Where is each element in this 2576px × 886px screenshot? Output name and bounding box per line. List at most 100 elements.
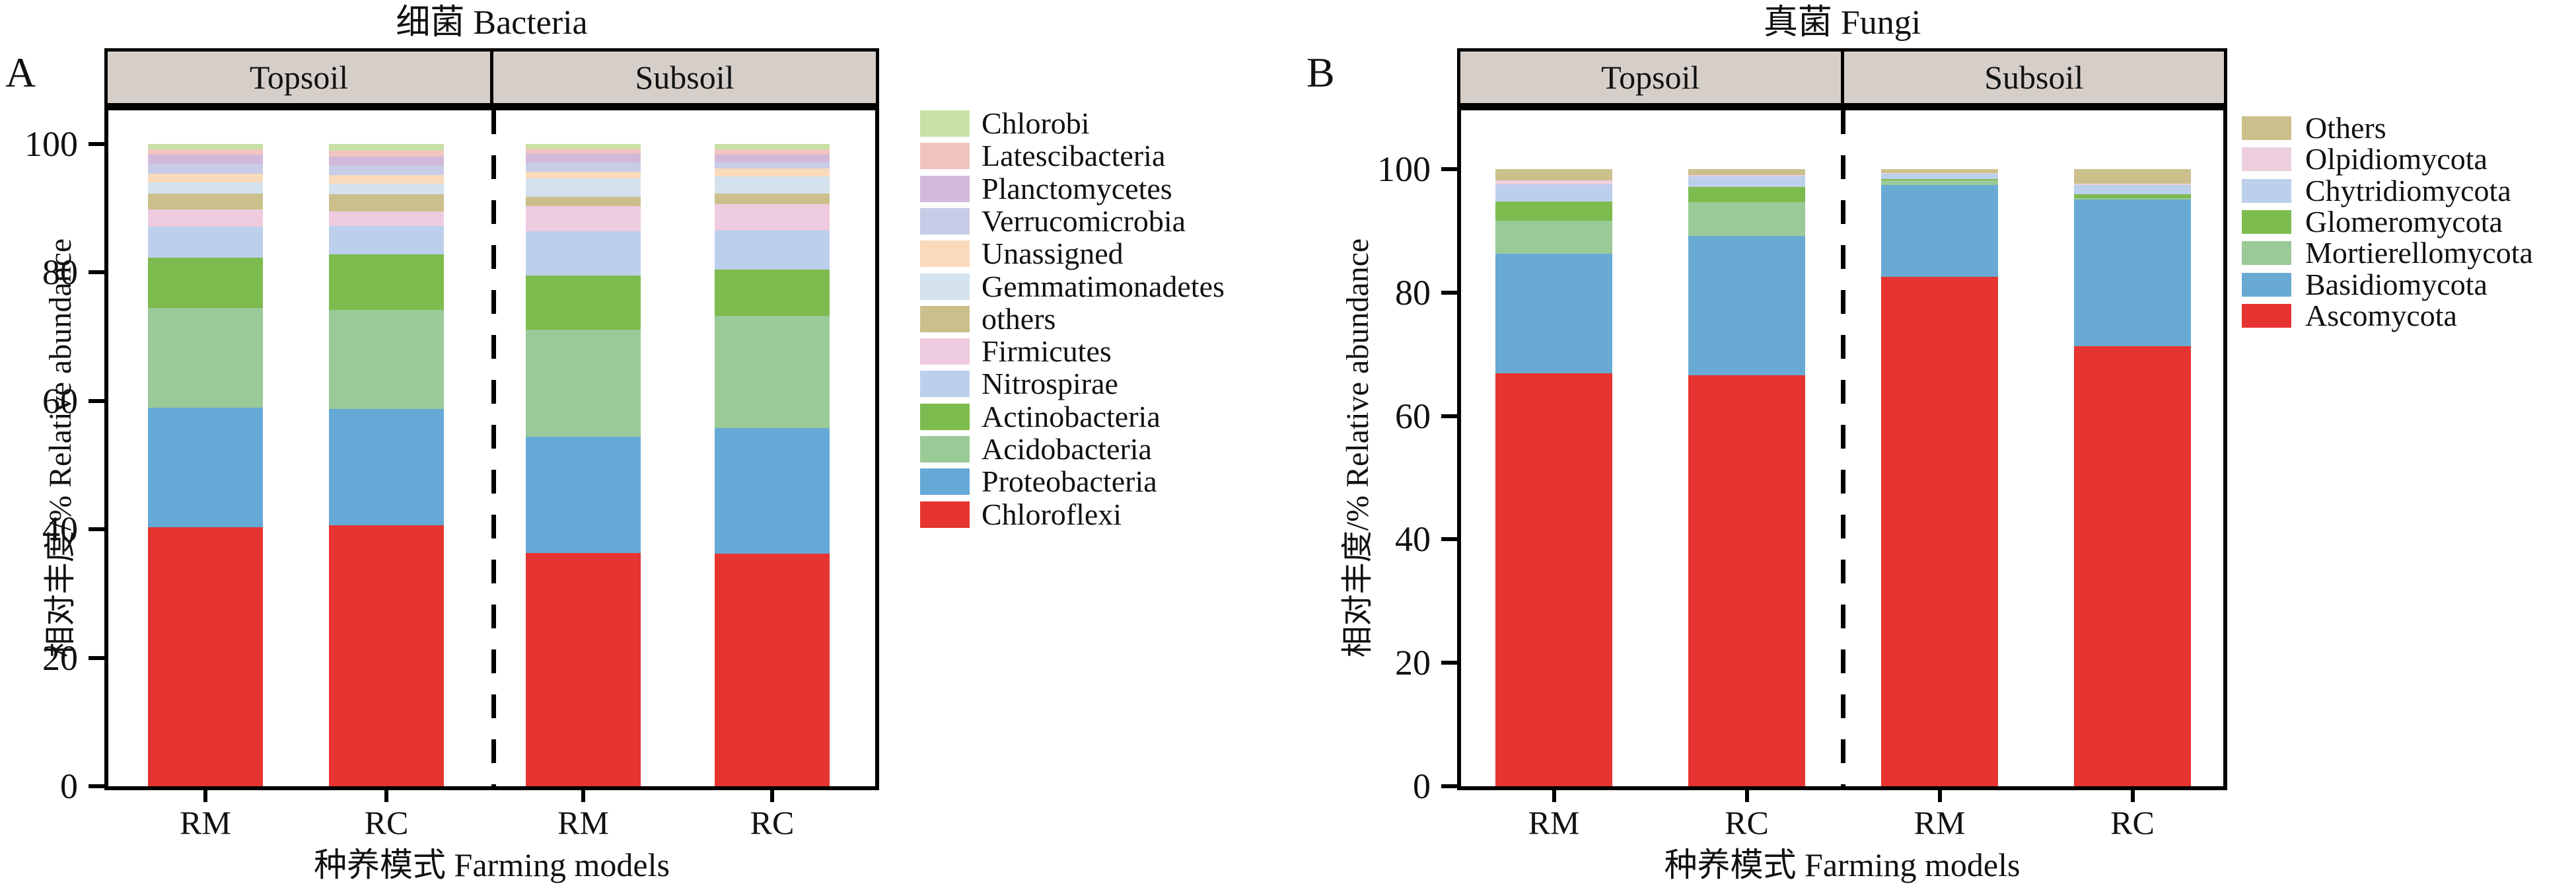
- bar-segment-Planctomycetes: [329, 156, 444, 166]
- bar-segment-Chloroflexi: [148, 527, 263, 786]
- legend-swatch-Chloroflexi: [920, 501, 970, 528]
- legend-label-Unassigned: Unassigned: [982, 237, 1124, 271]
- legend-swatch-Chlorobi: [920, 110, 970, 137]
- bar-segment-Chloroflexi: [329, 525, 444, 786]
- fungi-header-subsoil: Subsoil: [1984, 59, 2084, 96]
- y-tick-label-60: 60: [1395, 396, 1431, 436]
- fungi-x-axis-title: 种养模式 Farming models: [1664, 846, 2021, 883]
- legend-swatch-Ascomycota: [2242, 303, 2291, 328]
- bar-segment-Gemmatimonadetes: [329, 183, 444, 195]
- bar-segment-Proteobacteria: [526, 436, 641, 553]
- bar-segment-Ascomycota: [1881, 277, 1998, 786]
- legend-swatch-Firmicutes: [920, 338, 970, 365]
- y-tick-40: [89, 527, 104, 531]
- bar-segment-Latescibacteria: [148, 149, 263, 155]
- bar-segment-Others: [1881, 169, 1998, 173]
- panel-letter-b: B: [1306, 49, 1335, 96]
- bar-segment-Actinobacteria: [526, 275, 641, 330]
- legend-swatch-Chytridiomycota: [2242, 178, 2291, 203]
- x-tick-1: [1744, 790, 1749, 802]
- bar-segment-Chytridiomycota: [2074, 185, 2191, 195]
- bar-segment-Planctomycetes: [148, 155, 263, 164]
- bar-segment-Glomeromycota: [1881, 178, 1998, 180]
- y-tick-0: [1441, 784, 1457, 788]
- bar-segment-Others: [1688, 169, 1805, 176]
- bar-segment-Olpidiomycota: [1688, 175, 1805, 177]
- bar-segment-Chytridiomycota: [1495, 184, 1612, 202]
- bar-segment-Chloroflexi: [526, 552, 641, 786]
- y-tick-20: [89, 655, 104, 660]
- legend-label-Olpidiomycota: Olpidiomycota: [2305, 142, 2487, 176]
- legend-label-Mortierellomycota: Mortierellomycota: [2305, 236, 2533, 270]
- y-tick-label-0: 0: [1413, 766, 1431, 806]
- bar-segment-Latescibacteria: [526, 149, 641, 154]
- bar-segment-Proteobacteria: [329, 409, 444, 526]
- bar-segment-Gemmatimonadetes: [715, 176, 830, 194]
- x-category-label-0: RM: [180, 804, 231, 841]
- bar-segment-Gemmatimonadetes: [526, 178, 641, 198]
- x-tick-2: [581, 790, 585, 802]
- y-tick-label-100: 100: [24, 124, 78, 164]
- legend-label-Chytridiomycota: Chytridiomycota: [2305, 173, 2511, 207]
- y-tick-100: [1441, 167, 1457, 171]
- bar-segment-Basidiomycota: [1495, 253, 1612, 374]
- bar-segment-Chlorobi: [715, 143, 830, 150]
- legend-label-Chlorobi: Chlorobi: [982, 106, 1090, 140]
- legend-label-Chloroflexi: Chloroflexi: [982, 497, 1122, 531]
- legend-swatch-Basidiomycota: [2242, 272, 2291, 297]
- y-tick-label-20: 20: [42, 638, 78, 678]
- bacteria-header-band: Topsoil Subsoil: [104, 48, 879, 106]
- x-category-label-3: RC: [2110, 804, 2155, 841]
- x-category-label-1: RC: [364, 804, 409, 841]
- y-tick-60: [89, 398, 104, 403]
- y-tick-label-20: 20: [1395, 643, 1431, 683]
- x-tick-1: [384, 790, 388, 802]
- bar-segment-Chytridiomycota: [1881, 174, 1998, 179]
- bar-segment-Firmicutes: [526, 205, 641, 231]
- bar-segment-Glomeromycota: [2074, 194, 2191, 198]
- legend-label-Firmicutes: Firmicutes: [982, 334, 1112, 369]
- legend-swatch-Others: [2242, 116, 2291, 140]
- bar-segment-Ascomycota: [1495, 373, 1612, 786]
- bar-segment-Verrucomicrobia: [329, 165, 444, 176]
- legend-swatch-Latescibacteria: [920, 143, 970, 170]
- x-category-label-3: RC: [750, 804, 795, 841]
- bar-segment-others: [329, 194, 444, 211]
- bar-segment-Acidobacteria: [526, 329, 641, 437]
- bar-segment-Latescibacteria: [715, 149, 830, 155]
- fungi-header-topsoil: Topsoil: [1460, 52, 1844, 103]
- legend-swatch-Acidobacteria: [920, 436, 970, 462]
- bacteria-header-subsoil: Subsoil: [635, 59, 734, 96]
- bar-segment-Gemmatimonadetes: [148, 182, 263, 194]
- y-tick-label-100: 100: [1377, 149, 1431, 189]
- bar-segment-Basidiomycota: [1881, 185, 1998, 277]
- legend-label-Others: Others: [2305, 111, 2386, 145]
- fungi-header-band: Topsoil Subsoil: [1457, 48, 2227, 106]
- bar-segment-Basidiomycota: [1688, 235, 1805, 375]
- bar-segment-Unassigned: [329, 175, 444, 184]
- bacteria-header-topsoil: Topsoil: [108, 52, 493, 103]
- bar-segment-Actinobacteria: [148, 257, 263, 309]
- legend-swatch-Verrucomicrobia: [920, 207, 970, 235]
- bar-segment-Mortierellomycota: [2074, 198, 2191, 200]
- bar-segment-Actinobacteria: [715, 270, 830, 316]
- legend-swatch-Nitrospirae: [920, 371, 970, 398]
- bar-segment-others: [715, 194, 830, 204]
- y-tick-0: [89, 784, 104, 788]
- x-tick-2: [1937, 790, 1942, 802]
- y-tick-100: [89, 141, 104, 146]
- y-tick-60: [1441, 414, 1457, 418]
- bacteria-x-axis-title: 种养模式 Farming models: [314, 846, 670, 883]
- bar-segment-Verrucomicrobia: [148, 163, 263, 174]
- bacteria-title: 细菌 Bacteria: [396, 4, 588, 42]
- x-tick-0: [1552, 790, 1556, 802]
- bar-segment-Olpidiomycota: [1881, 172, 1998, 174]
- x-category-label-1: RC: [1725, 804, 1769, 841]
- legend-label-Basidiomycota: Basidiomycota: [2305, 267, 2487, 301]
- bar-segment-Latescibacteria: [329, 151, 444, 157]
- legend-label-Planctomycetes: Planctomycetes: [982, 171, 1172, 205]
- legend-swatch-Actinobacteria: [920, 403, 970, 430]
- legend-label-Acidobacteria: Acidobacteria: [982, 432, 1152, 466]
- bar-segment-Chlorobi: [148, 143, 263, 150]
- y-tick-80: [89, 270, 104, 274]
